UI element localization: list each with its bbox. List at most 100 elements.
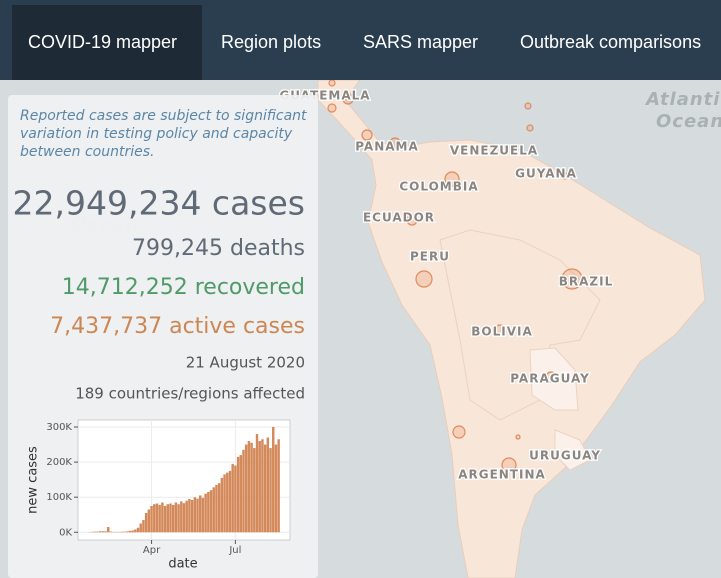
bar bbox=[161, 502, 164, 533]
bar bbox=[209, 490, 213, 533]
note: variation in testing policy and capacity bbox=[20, 126, 293, 142]
country-label: PANAMA bbox=[355, 140, 419, 154]
country-label: VENEZUELA bbox=[450, 144, 538, 158]
nav-tab[interactable]: SARS mapper bbox=[363, 32, 478, 52]
bar bbox=[180, 501, 183, 533]
bar bbox=[193, 497, 197, 533]
bar bbox=[169, 503, 172, 533]
country-label: ARGENTINA bbox=[458, 468, 546, 482]
bar bbox=[177, 504, 180, 533]
bar bbox=[150, 505, 153, 533]
bar bbox=[204, 493, 207, 533]
y-axis-label: new cases bbox=[26, 446, 41, 514]
bar bbox=[223, 474, 226, 533]
bar bbox=[163, 505, 167, 533]
map-land bbox=[317, 79, 706, 578]
bar bbox=[217, 483, 221, 533]
bar bbox=[147, 509, 151, 533]
country-label: BOLIVIA bbox=[471, 325, 533, 339]
bar bbox=[250, 442, 253, 533]
country-label: COLOMBIA bbox=[399, 180, 478, 194]
bar bbox=[109, 531, 113, 533]
y-tick-label: 300K bbox=[46, 422, 72, 433]
bar bbox=[93, 531, 96, 533]
active-count: 7,437,737 active cases bbox=[50, 314, 305, 339]
country-label: BRAZIL bbox=[559, 275, 614, 289]
bar bbox=[269, 448, 272, 533]
bar bbox=[266, 437, 270, 533]
bar bbox=[220, 477, 224, 533]
report-date: 21 August 2020 bbox=[186, 354, 305, 372]
nav-tab[interactable]: COVID-19 mapper bbox=[28, 32, 177, 52]
bar bbox=[188, 498, 191, 533]
bar bbox=[277, 439, 280, 533]
country-label: PERU bbox=[410, 250, 450, 264]
bar bbox=[136, 527, 140, 533]
bar bbox=[120, 531, 124, 533]
bar bbox=[128, 530, 132, 533]
bar bbox=[166, 504, 169, 533]
recovered-count: 14,712,252 recovered bbox=[62, 275, 305, 300]
bar bbox=[226, 472, 229, 533]
bar bbox=[244, 444, 248, 533]
country-label: ECUADOR bbox=[363, 211, 435, 225]
bar bbox=[231, 463, 234, 533]
bar bbox=[185, 500, 188, 533]
bar bbox=[98, 531, 102, 533]
bar bbox=[96, 531, 99, 533]
cases-count: 22,949,234 cases bbox=[13, 184, 306, 223]
active-tab bbox=[12, 5, 202, 80]
bar bbox=[274, 444, 278, 533]
bar bbox=[182, 503, 186, 533]
nav-tab[interactable]: Outbreak comparisons bbox=[520, 32, 701, 52]
bar bbox=[253, 448, 256, 533]
note: between countries. bbox=[20, 144, 155, 160]
bar bbox=[199, 495, 202, 533]
bar bbox=[174, 502, 178, 533]
y-tick-label: 200K bbox=[46, 457, 72, 468]
bar bbox=[131, 530, 134, 533]
bar bbox=[247, 441, 251, 533]
deaths-count: 799,245 deaths bbox=[132, 236, 305, 261]
x-axis-label: date bbox=[168, 557, 197, 572]
bar bbox=[142, 520, 145, 533]
bar bbox=[272, 427, 275, 533]
bar bbox=[212, 487, 215, 533]
countries-affected: 189 countries/regions affected bbox=[75, 385, 305, 403]
ocean-label: Ocean bbox=[656, 111, 721, 132]
x-tick-label: Apr bbox=[143, 545, 161, 556]
bar bbox=[153, 504, 156, 533]
bar bbox=[190, 500, 194, 533]
bar bbox=[207, 491, 210, 533]
new-cases-chart: 0K 100K 200K 300K Apr Jul bbox=[46, 420, 290, 556]
note: Reported cases are subject to significan… bbox=[20, 108, 307, 124]
bar bbox=[196, 498, 199, 533]
bar bbox=[125, 531, 129, 533]
bar bbox=[107, 527, 110, 533]
bar bbox=[236, 456, 240, 533]
bar bbox=[171, 504, 175, 533]
nav-tab[interactable]: Region plots bbox=[221, 32, 321, 52]
bar bbox=[261, 439, 264, 533]
country-label: PARAGUAY bbox=[510, 372, 590, 386]
bar bbox=[239, 455, 243, 533]
x-tick-label: Jul bbox=[228, 545, 241, 556]
bar bbox=[104, 531, 107, 533]
bar bbox=[228, 470, 232, 533]
bar bbox=[155, 503, 159, 533]
bar bbox=[263, 444, 267, 533]
bar bbox=[234, 465, 237, 533]
ocean-label: Atlantic bbox=[644, 89, 721, 110]
country-label: GUYANA bbox=[515, 167, 577, 181]
bar bbox=[158, 504, 161, 533]
bar bbox=[201, 497, 205, 533]
y-tick-label: 0K bbox=[59, 527, 72, 538]
bar bbox=[144, 512, 148, 533]
bar bbox=[139, 523, 142, 533]
bar bbox=[255, 434, 259, 533]
bar bbox=[134, 529, 137, 533]
bar bbox=[258, 441, 261, 533]
bar bbox=[215, 484, 218, 533]
bar bbox=[242, 449, 245, 533]
